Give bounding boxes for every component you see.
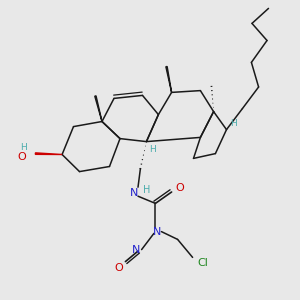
Text: H: H — [230, 119, 237, 128]
Polygon shape — [166, 67, 172, 92]
Text: N: N — [132, 244, 140, 255]
Text: O: O — [176, 183, 184, 194]
Polygon shape — [35, 153, 62, 154]
Text: H: H — [20, 143, 27, 152]
Polygon shape — [95, 96, 102, 122]
Text: N: N — [153, 226, 161, 237]
Text: O: O — [114, 262, 123, 273]
Text: N: N — [130, 188, 138, 198]
Text: H: H — [149, 146, 156, 154]
Text: O: O — [17, 152, 26, 163]
Text: H: H — [143, 184, 150, 195]
Text: Cl: Cl — [197, 257, 208, 268]
